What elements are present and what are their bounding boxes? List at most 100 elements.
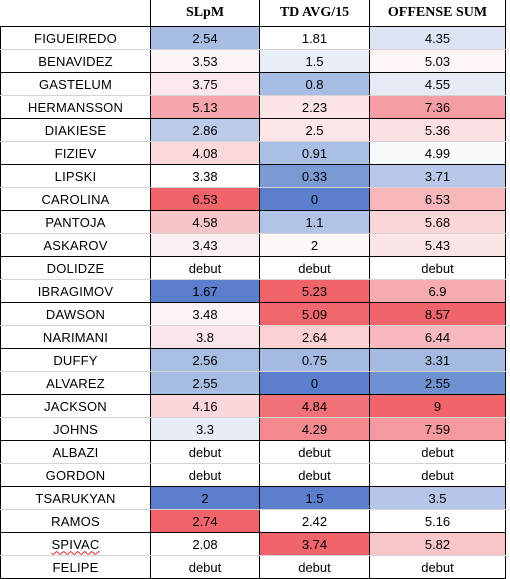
fighter-name-text: LIPSKI — [54, 168, 97, 184]
td-avg-cell: debut — [259, 440, 370, 464]
fighter-name: IBRAGIMOV — [0, 279, 151, 303]
slpm-cell: 2.08 — [150, 532, 260, 556]
td-avg-cell: 1.5 — [259, 49, 370, 73]
table-row: DUFFY 2.56 0.75 3.31 — [0, 348, 506, 372]
td-avg-cell: 1.81 — [259, 26, 370, 50]
slpm-cell: 4.58 — [150, 210, 260, 234]
offense-sum-cell: 7.59 — [369, 417, 506, 441]
fighter-name-text: DIAKIESE — [44, 122, 107, 138]
slpm-cell: 4.08 — [150, 141, 260, 165]
slpm-cell: 2 — [150, 486, 260, 510]
fighter-name: NARIMANI — [0, 325, 151, 349]
td-avg-cell: 0 — [259, 187, 370, 211]
td-avg-cell: 0.75 — [259, 348, 370, 372]
offense-sum-cell: 9 — [369, 394, 506, 418]
fighter-name: FELIPE — [0, 555, 151, 579]
td-avg-cell: 1.1 — [259, 210, 370, 234]
td-avg-cell: 2 — [259, 233, 370, 257]
offense-sum-cell: 5.16 — [369, 509, 506, 533]
fighter-name: HERMANSSON — [0, 95, 151, 119]
fighter-name: JACKSON — [0, 394, 151, 418]
fighter-name: ALBAZI — [0, 440, 151, 464]
table-row: DAWSON 3.48 5.09 8.57 — [0, 302, 506, 326]
td-avg-cell: 5.09 — [259, 302, 370, 326]
fighter-name-text: JOHNS — [52, 421, 99, 437]
offense-sum-cell: 4.35 — [369, 26, 506, 50]
offense-sum-cell: 6.9 — [369, 279, 506, 303]
fighter-name-text: DAWSON — [45, 306, 106, 322]
fighter-name-text: ALBAZI — [52, 444, 99, 460]
table-row: JOHNS 3.3 4.29 7.59 — [0, 417, 506, 441]
table-row: GASTELUM 3.75 0.8 4.55 — [0, 72, 506, 96]
slpm-cell: 3.43 — [150, 233, 260, 257]
table-row: NARIMANI 3.8 2.64 6.44 — [0, 325, 506, 349]
td-avg-cell: 0.8 — [259, 72, 370, 96]
slpm-cell: 1.67 — [150, 279, 260, 303]
header-offense-sum: OFFENSE SUM — [369, 0, 506, 27]
fighter-name-text: BENAVIDEZ — [38, 53, 113, 69]
offense-sum-cell: 4.99 — [369, 141, 506, 165]
table-row: PANTOJA 4.58 1.1 5.68 — [0, 210, 506, 234]
td-avg-cell: 4.29 — [259, 417, 370, 441]
slpm-cell: 4.16 — [150, 394, 260, 418]
offense-sum-cell: 3.31 — [369, 348, 506, 372]
slpm-cell: debut — [150, 463, 260, 487]
table-row: LIPSKI 3.38 0.33 3.71 — [0, 164, 506, 188]
offense-sum-cell: 4.55 — [369, 72, 506, 96]
slpm-cell: 2.86 — [150, 118, 260, 142]
fighter-name-text: FELIPE — [52, 559, 99, 575]
header-slpm: SLpM — [150, 0, 260, 27]
fighter-name-text: PANTOJA — [45, 214, 106, 230]
table-row: FIZIEV 4.08 0.91 4.99 — [0, 141, 506, 165]
fighter-name: CAROLINA — [0, 187, 151, 211]
fighter-name-text: GORDON — [45, 467, 106, 483]
offense-sum-cell: 5.82 — [369, 532, 506, 556]
offense-sum-cell: 5.43 — [369, 233, 506, 257]
td-avg-cell: debut — [259, 463, 370, 487]
table-row: FELIPE debut debut debut — [0, 555, 506, 579]
td-avg-cell: 0.91 — [259, 141, 370, 165]
fighter-name-text: ASKAROV — [43, 237, 108, 253]
slpm-cell: 2.54 — [150, 26, 260, 50]
table-row: JACKSON 4.16 4.84 9 — [0, 394, 506, 418]
table-row: HERMANSSON 5.13 2.23 7.36 — [0, 95, 506, 119]
td-avg-cell: 0 — [259, 371, 370, 395]
fighter-name-text: FIZIEV — [54, 145, 97, 161]
table-row: DOLIDZE debut debut debut — [0, 256, 506, 280]
fighter-name: RAMOS — [0, 509, 151, 533]
table-row: GORDON debut debut debut — [0, 463, 506, 487]
offense-sum-cell: 3.71 — [369, 164, 506, 188]
fighter-name: BENAVIDEZ — [0, 49, 151, 73]
td-avg-cell: 1.5 — [259, 486, 370, 510]
offense-sum-cell: 5.03 — [369, 49, 506, 73]
fighter-name: DUFFY — [0, 348, 151, 372]
fighter-name: ALVAREZ — [0, 371, 151, 395]
fighter-name-text: RAMOS — [51, 513, 100, 529]
slpm-cell: 2.55 — [150, 371, 260, 395]
slpm-cell: debut — [150, 256, 260, 280]
fighter-name-text: TSARUKYAN — [35, 490, 116, 506]
td-avg-cell: 0.33 — [259, 164, 370, 188]
fighter-name-text: HERMANSSON — [27, 99, 124, 115]
td-avg-cell: 2.64 — [259, 325, 370, 349]
offense-sum-cell: debut — [369, 555, 506, 579]
fighter-name: FIZIEV — [0, 141, 151, 165]
fighter-name: GORDON — [0, 463, 151, 487]
slpm-cell: 3.38 — [150, 164, 260, 188]
fighter-name: DAWSON — [0, 302, 151, 326]
table-row: DIAKIESE 2.86 2.5 5.36 — [0, 118, 506, 142]
fighter-name-text: CAROLINA — [41, 191, 110, 207]
table-row: RAMOS 2.74 2.42 5.16 — [0, 509, 506, 533]
offense-sum-cell: 5.36 — [369, 118, 506, 142]
header-row: SLpM TD AVG/15 OFFENSE SUM — [0, 0, 506, 27]
slpm-cell: 6.53 — [150, 187, 260, 211]
offense-sum-cell: debut — [369, 440, 506, 464]
offense-sum-cell: 6.44 — [369, 325, 506, 349]
fighter-name: DOLIDZE — [0, 256, 151, 280]
td-avg-cell: 2.23 — [259, 95, 370, 119]
table-body: FIGUEIREDO 2.54 1.81 4.35 BENAVIDEZ 3.53 1.5 5.… — [0, 26, 506, 579]
fighter-name: DIAKIESE — [0, 118, 151, 142]
slpm-cell: debut — [150, 440, 260, 464]
offense-sum-cell: 2.55 — [369, 371, 506, 395]
